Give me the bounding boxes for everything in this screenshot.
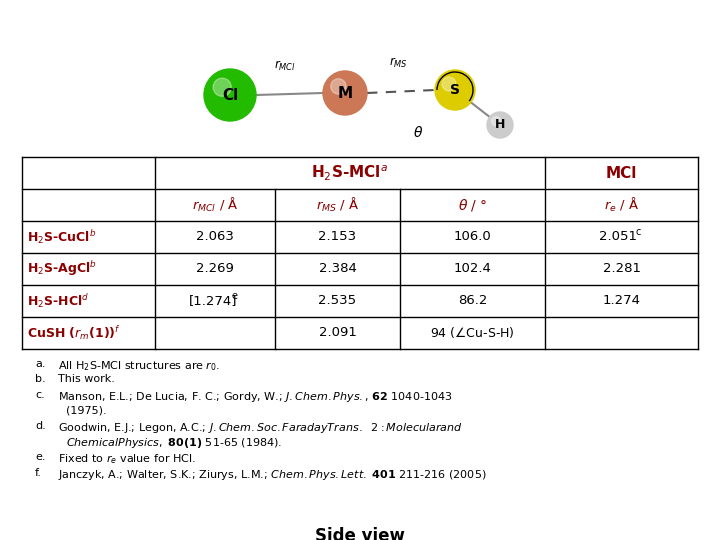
Circle shape [323,71,367,115]
Text: Goodwin, E.J.; Legon, A.C.; $\mathit{J. Chem. Soc. Faraday Trans.}$  $\mathit{2:: Goodwin, E.J.; Legon, A.C.; $\mathit{J. … [58,421,463,435]
Text: 2.269: 2.269 [196,262,234,275]
Text: 2.153: 2.153 [318,231,356,244]
Circle shape [487,112,513,138]
Circle shape [204,69,256,121]
Circle shape [330,79,346,94]
Text: H$_2$S-HCl$^d$: H$_2$S-HCl$^d$ [27,292,89,310]
Text: $\mathit{Chemical Physics,}$ $\mathbf{80(1)}$ 51-65 (1984).: $\mathit{Chemical Physics,}$ $\mathbf{80… [66,436,282,450]
Text: 1.274: 1.274 [603,294,641,307]
Text: This work.: This work. [58,375,115,384]
Text: S: S [450,83,460,97]
Text: $\mathit{r}_{MCl}$ / Å: $\mathit{r}_{MCl}$ / Å [192,196,238,214]
Text: $r_{MS}$: $r_{MS}$ [389,56,408,70]
Text: H$_2$S-AgCl$^b$: H$_2$S-AgCl$^b$ [27,260,97,279]
Text: 86.2: 86.2 [458,294,487,307]
Text: 106.0: 106.0 [454,231,491,244]
Text: d.: d. [35,421,46,431]
Text: e: e [231,291,237,301]
Circle shape [435,70,475,110]
Text: Janczyk, A.; Walter, S.K.; Ziurys, L.M.; $\mathit{Chem. Phys. Lett.}$ $\mathbf{4: Janczyk, A.; Walter, S.K.; Ziurys, L.M.;… [58,468,487,482]
Text: CuSH ($r_m$(1))$^f$: CuSH ($r_m$(1))$^f$ [27,324,121,342]
Text: c: c [636,227,642,237]
Circle shape [213,78,231,96]
Text: $\theta$: $\theta$ [413,125,423,140]
Text: H$_2$S-CuCl$^b$: H$_2$S-CuCl$^b$ [27,228,96,246]
Text: f.: f. [35,468,42,477]
Circle shape [442,77,456,91]
Text: (1975).: (1975). [66,406,107,415]
Text: $r_{MCl}$: $r_{MCl}$ [274,59,296,73]
Text: $\theta$ / °: $\theta$ / ° [458,197,487,213]
Text: b.: b. [35,375,45,384]
Text: $\mathit{r}_e$ / Å: $\mathit{r}_e$ / Å [604,196,639,214]
Circle shape [492,117,500,126]
Text: MCl: MCl [606,165,637,180]
Text: 2.091: 2.091 [318,327,356,340]
Text: c.: c. [35,390,45,400]
Text: e.: e. [35,452,45,462]
Text: H$_2$S-MCl$^a$: H$_2$S-MCl$^a$ [312,163,389,183]
Text: All H$_2$S-MCl structures are $r_0$.: All H$_2$S-MCl structures are $r_0$. [58,359,220,373]
Text: Manson, E.L.; De Lucia, F. C.; Gordy, W.; $\mathit{J. Chem. Phys.}$, $\mathbf{62: Manson, E.L.; De Lucia, F. C.; Gordy, W.… [58,390,452,404]
Text: 2.535: 2.535 [318,294,356,307]
Text: Side view: Side view [315,527,405,540]
Text: Cl: Cl [222,87,238,103]
Text: M: M [338,85,353,100]
Text: Fixed to $r_e$ value for HCl.: Fixed to $r_e$ value for HCl. [58,452,196,466]
Text: [1.274]: [1.274] [189,294,238,307]
Text: 2.384: 2.384 [318,262,356,275]
Text: 94 ($\angle$Cu-S-H): 94 ($\angle$Cu-S-H) [430,326,515,341]
Text: 2.063: 2.063 [196,231,234,244]
Text: 102.4: 102.4 [454,262,492,275]
Text: 2.051: 2.051 [598,231,636,244]
Text: 2.281: 2.281 [603,262,641,275]
Text: H: H [495,118,505,132]
Text: $\mathit{r}_{MS}$ / Å: $\mathit{r}_{MS}$ / Å [316,196,359,214]
Text: a.: a. [35,359,45,369]
